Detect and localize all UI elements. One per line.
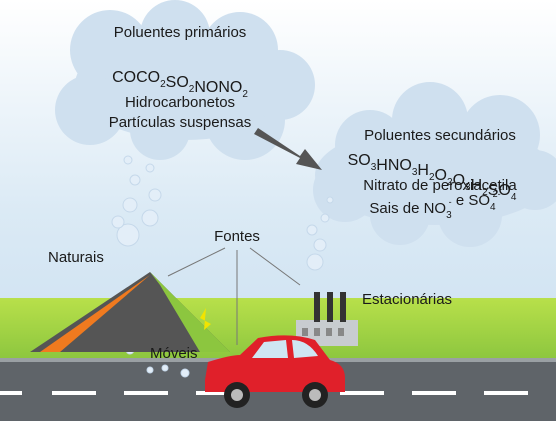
- formula: CO: [112, 69, 136, 86]
- secondary-title: Poluentes secundários: [364, 127, 516, 144]
- formula-text: Sais de NO: [369, 200, 446, 217]
- subscript: 4: [490, 202, 496, 213]
- mobile-label: Móveis: [150, 345, 198, 362]
- natural-label: Naturais: [48, 249, 104, 266]
- primary-title: Poluentes primários: [114, 24, 247, 41]
- primary-line: Hidrocarbonetos: [125, 94, 235, 111]
- formula-text: CO: [136, 69, 160, 86]
- sources-title: Fontes: [214, 228, 260, 245]
- stationary-label: Estacionárias: [362, 291, 452, 308]
- subscript: 3: [446, 210, 452, 221]
- formula-text: e SO: [452, 192, 490, 209]
- page: {"primary": {"title": "Poluentes primári…: [0, 0, 556, 421]
- diagram: Fontes Naturais Estacionárias Móveis Pol…: [0, 0, 556, 421]
- primary-line: Partículas suspensas: [109, 114, 252, 131]
- formula-text: SO: [348, 152, 371, 169]
- superscript: 2-: [493, 189, 501, 199]
- formula-text: HNO: [376, 157, 412, 174]
- formula-text: SO: [166, 74, 189, 91]
- subscript: 2: [242, 89, 248, 100]
- formula-text: CO: [112, 69, 136, 86]
